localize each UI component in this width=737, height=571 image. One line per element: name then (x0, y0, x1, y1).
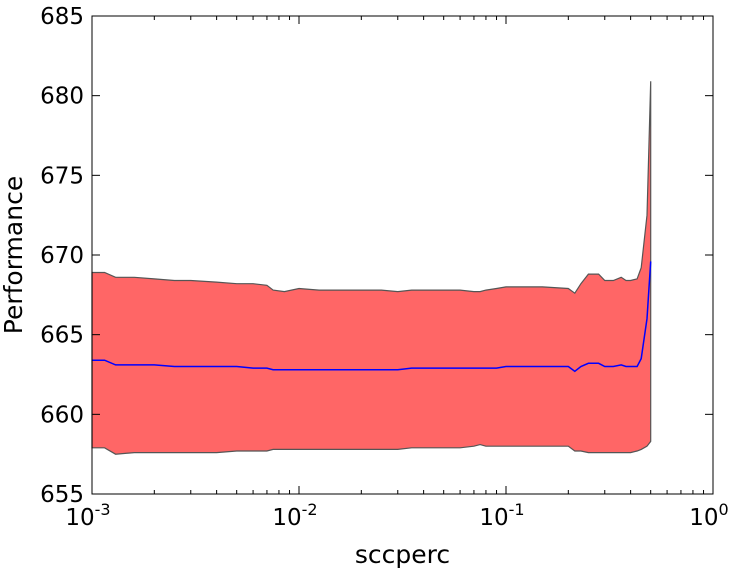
x-tick-label: 100 (689, 500, 728, 531)
y-tick-label: 670 (40, 243, 84, 269)
y-tick-label: 675 (40, 163, 84, 189)
mean-line (92, 261, 652, 373)
y-tick-label: 685 (40, 4, 84, 30)
y-tick-label: 665 (40, 323, 84, 349)
x-tick-label: 10-2 (272, 500, 317, 531)
y-tick-label: 660 (40, 402, 84, 428)
y-tick-labels: 655 660 665 670 675 680 685 (40, 4, 84, 508)
y-tick-label: 655 (40, 482, 84, 508)
axis-ticks (91, 15, 714, 495)
std-band (91, 81, 652, 455)
plot-area (91, 81, 652, 455)
y-axis-label: Performance (0, 176, 28, 334)
x-axis-label: sccperc (355, 540, 450, 569)
x-tick-labels: 10-3 10-2 10-1 100 (65, 500, 728, 531)
x-tick-label: 10-1 (479, 500, 524, 531)
y-tick-label: 680 (40, 84, 84, 110)
